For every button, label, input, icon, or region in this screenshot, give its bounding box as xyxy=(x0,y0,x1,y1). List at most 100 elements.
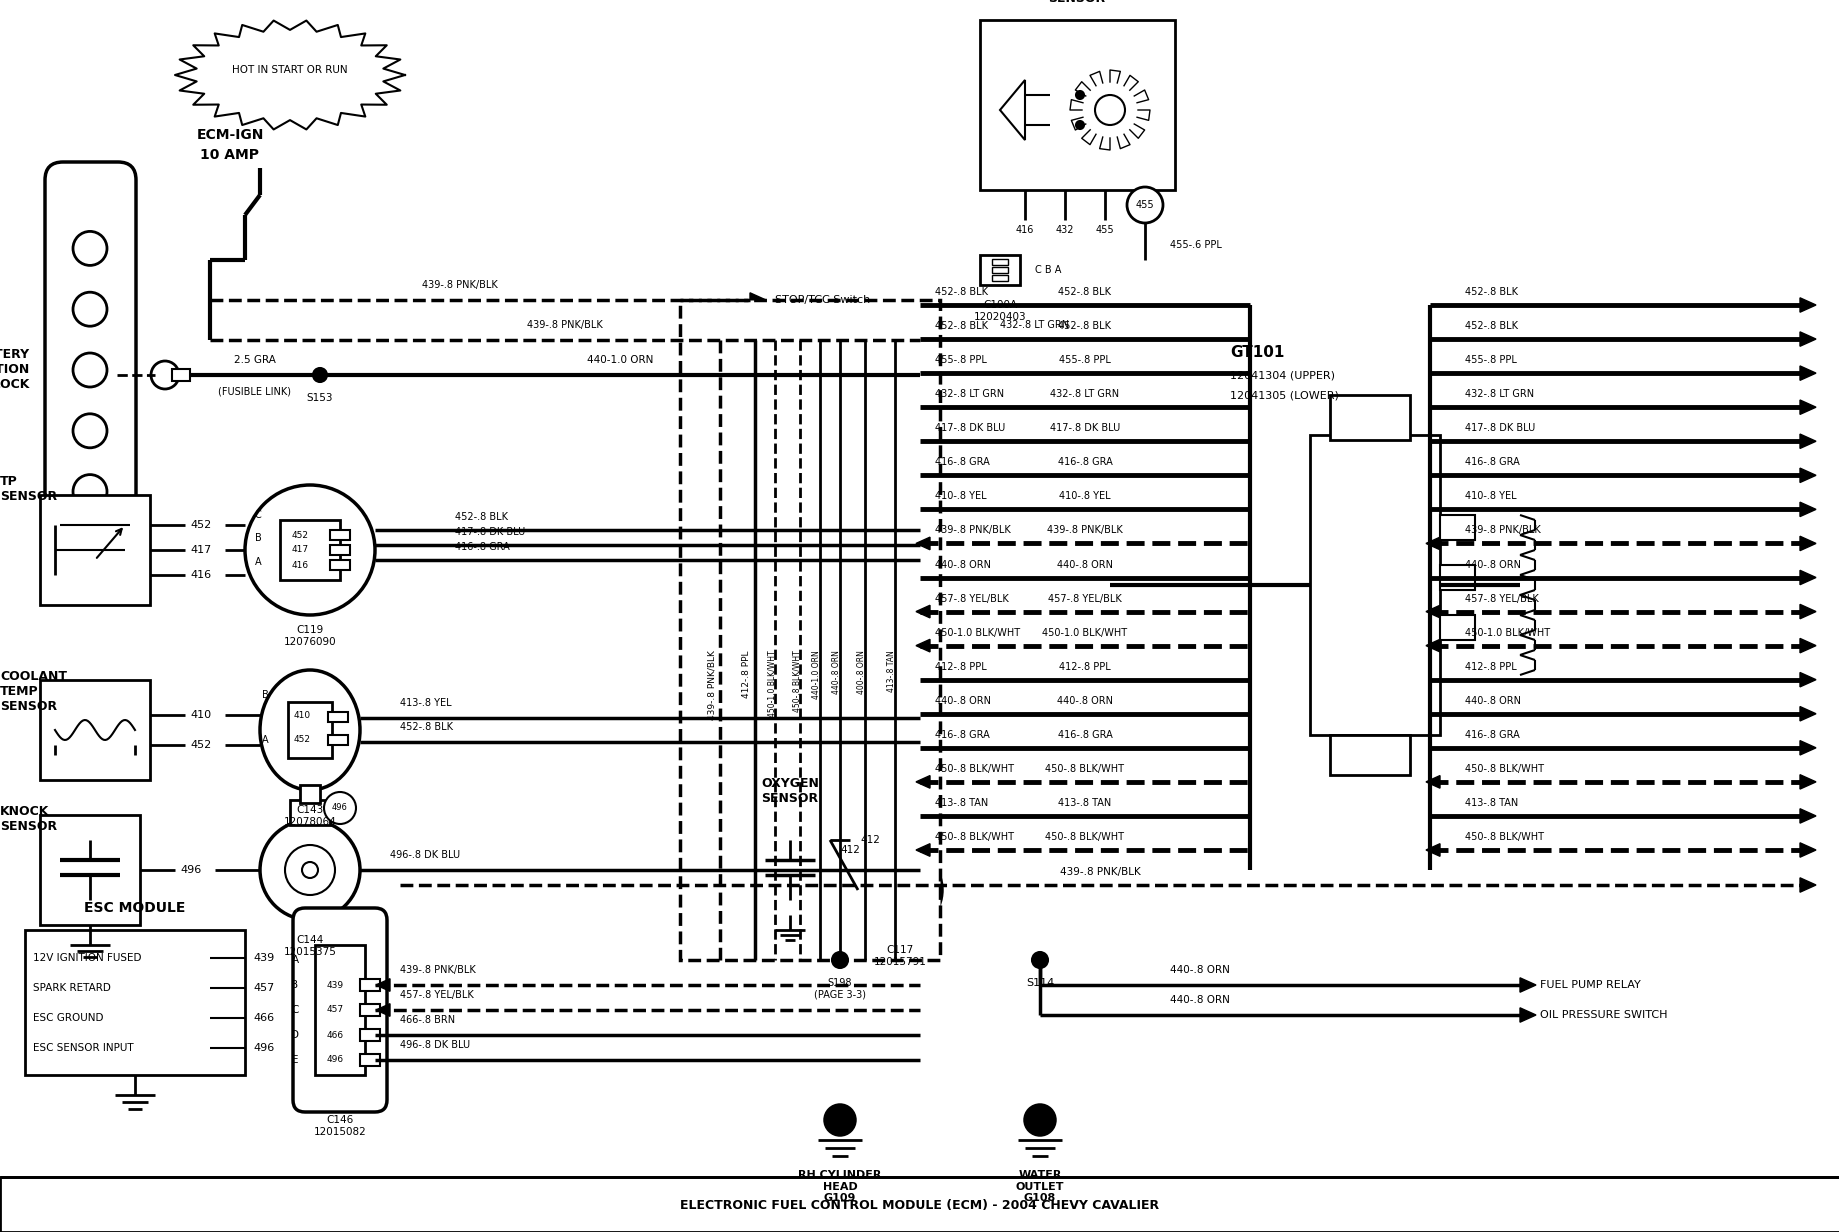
Bar xyxy=(991,259,1008,265)
Text: 412-.8 PPL: 412-.8 PPL xyxy=(743,650,750,697)
Text: 439: 439 xyxy=(326,981,344,989)
Bar xyxy=(171,370,189,381)
Circle shape xyxy=(285,845,335,894)
Text: 455-.8 PPL: 455-.8 PPL xyxy=(1059,355,1111,365)
Text: C146
12015082: C146 12015082 xyxy=(313,1115,366,1137)
Text: 439: 439 xyxy=(254,954,274,963)
Circle shape xyxy=(313,368,327,382)
Polygon shape xyxy=(375,1004,390,1016)
Text: 416-.8 GRA: 416-.8 GRA xyxy=(1057,457,1113,467)
Text: KNOCK
SENSOR: KNOCK SENSOR xyxy=(0,804,57,833)
Text: 457-.8 YEL/BLK: 457-.8 YEL/BLK xyxy=(934,594,1008,604)
Bar xyxy=(1330,736,1409,775)
Polygon shape xyxy=(1799,536,1815,551)
Bar xyxy=(26,930,245,1076)
Text: 450-1.0 BLK/WHT: 450-1.0 BLK/WHT xyxy=(1464,627,1548,638)
Text: 439-.8 PNK/BLK: 439-.8 PNK/BLK xyxy=(399,965,476,975)
Text: 416-.8 GRA: 416-.8 GRA xyxy=(934,457,989,467)
Text: 439-.8 PNK/BLK: 439-.8 PNK/BLK xyxy=(708,650,715,719)
Bar xyxy=(1309,435,1440,736)
Text: ESC GROUND: ESC GROUND xyxy=(33,1013,103,1023)
Circle shape xyxy=(1094,95,1124,124)
Text: 457-.8 YEL/BLK: 457-.8 YEL/BLK xyxy=(1464,594,1537,604)
Text: ESC MODULE: ESC MODULE xyxy=(85,901,186,915)
Polygon shape xyxy=(916,537,929,549)
Text: 440-.8 ORN: 440-.8 ORN xyxy=(831,650,840,694)
Polygon shape xyxy=(916,776,929,788)
Text: 440-.8 ORN: 440-.8 ORN xyxy=(1464,696,1521,706)
Text: 450-1.0 BLK/WHT: 450-1.0 BLK/WHT xyxy=(1043,627,1127,638)
Polygon shape xyxy=(916,639,929,652)
Circle shape xyxy=(324,792,355,824)
Text: ECM-IGN: ECM-IGN xyxy=(197,128,263,142)
Text: 410: 410 xyxy=(189,710,211,719)
Polygon shape xyxy=(375,978,390,992)
Circle shape xyxy=(1125,187,1162,223)
Polygon shape xyxy=(1799,775,1815,788)
Text: B: B xyxy=(261,690,268,700)
Text: 416: 416 xyxy=(189,570,211,580)
Circle shape xyxy=(824,1105,855,1135)
Polygon shape xyxy=(1799,706,1815,721)
Text: 432-.8 LT GRN: 432-.8 LT GRN xyxy=(1050,389,1118,399)
Text: 416-.8 GRA: 416-.8 GRA xyxy=(1464,457,1519,467)
Circle shape xyxy=(302,862,318,878)
Polygon shape xyxy=(1799,808,1815,823)
Text: 452-.8 BLK: 452-.8 BLK xyxy=(1464,287,1517,297)
Bar xyxy=(1440,615,1475,639)
Bar xyxy=(40,495,151,605)
Text: WATER
OUTLET
G108: WATER OUTLET G108 xyxy=(1015,1170,1063,1204)
Text: 455-.8 PPL: 455-.8 PPL xyxy=(934,355,986,365)
Text: 452-.8 BLK: 452-.8 BLK xyxy=(1464,322,1517,331)
Text: 413-.8 TAN: 413-.8 TAN xyxy=(1464,798,1517,808)
Text: 452: 452 xyxy=(291,531,309,540)
Text: 413-.8 TAN: 413-.8 TAN xyxy=(934,798,988,808)
Bar xyxy=(329,530,349,540)
Text: 452: 452 xyxy=(189,740,211,750)
Circle shape xyxy=(831,952,848,968)
Bar xyxy=(991,267,1008,274)
Text: OXYGEN
SENSOR: OXYGEN SENSOR xyxy=(761,777,818,804)
Bar xyxy=(300,785,320,803)
Bar xyxy=(329,561,349,570)
Text: 2.5 GRA: 2.5 GRA xyxy=(234,355,276,365)
Polygon shape xyxy=(1799,843,1815,857)
Text: 12041304 (UPPER): 12041304 (UPPER) xyxy=(1228,370,1335,379)
Text: B: B xyxy=(291,979,298,991)
Text: 410-.8 YEL: 410-.8 YEL xyxy=(1059,492,1111,501)
Text: 440-.8 ORN: 440-.8 ORN xyxy=(1056,559,1113,569)
Text: 417-.8 DK BLU: 417-.8 DK BLU xyxy=(1050,424,1120,434)
Bar xyxy=(329,545,349,554)
Text: 496: 496 xyxy=(331,803,348,812)
Text: OIL PRESSURE SWITCH: OIL PRESSURE SWITCH xyxy=(1539,1010,1666,1020)
Circle shape xyxy=(74,232,107,265)
Text: FUEL PUMP RELAY: FUEL PUMP RELAY xyxy=(1539,979,1640,991)
Polygon shape xyxy=(1799,331,1815,346)
Text: 413-.8 YEL: 413-.8 YEL xyxy=(399,699,451,708)
Text: 439-.8 PNK/BLK: 439-.8 PNK/BLK xyxy=(1464,525,1539,536)
Text: 452-.8 BLK: 452-.8 BLK xyxy=(454,513,508,522)
Polygon shape xyxy=(999,80,1024,140)
Text: C: C xyxy=(291,1005,298,1015)
Text: 450-.8 BLK/WHT: 450-.8 BLK/WHT xyxy=(1464,764,1543,774)
Bar xyxy=(1440,565,1475,590)
Text: A: A xyxy=(291,955,298,965)
Text: 457: 457 xyxy=(326,1005,344,1014)
Text: 417-.8 DK BLU: 417-.8 DK BLU xyxy=(454,527,524,537)
Text: 455-.8 PPL: 455-.8 PPL xyxy=(1464,355,1515,365)
Text: 417-.8 DK BLU: 417-.8 DK BLU xyxy=(1464,424,1534,434)
Bar xyxy=(327,736,348,745)
Text: 496-.8 DK BLU: 496-.8 DK BLU xyxy=(390,850,460,860)
Text: ESC SENSOR INPUT: ESC SENSOR INPUT xyxy=(33,1044,134,1053)
Polygon shape xyxy=(916,844,929,856)
Text: A: A xyxy=(254,557,261,567)
Text: 457-.8 YEL/BLK: 457-.8 YEL/BLK xyxy=(1048,594,1122,604)
Text: C117
12015791: C117 12015791 xyxy=(874,945,925,967)
Text: TP
SENSOR: TP SENSOR xyxy=(0,476,57,503)
Text: S198
(PAGE 3-3): S198 (PAGE 3-3) xyxy=(813,978,866,999)
Circle shape xyxy=(151,361,178,389)
Text: 439-.8 PNK/BLK: 439-.8 PNK/BLK xyxy=(934,525,1010,536)
Text: 452-.8 BLK: 452-.8 BLK xyxy=(934,287,988,297)
Text: 416: 416 xyxy=(291,561,309,569)
Polygon shape xyxy=(1519,978,1536,992)
